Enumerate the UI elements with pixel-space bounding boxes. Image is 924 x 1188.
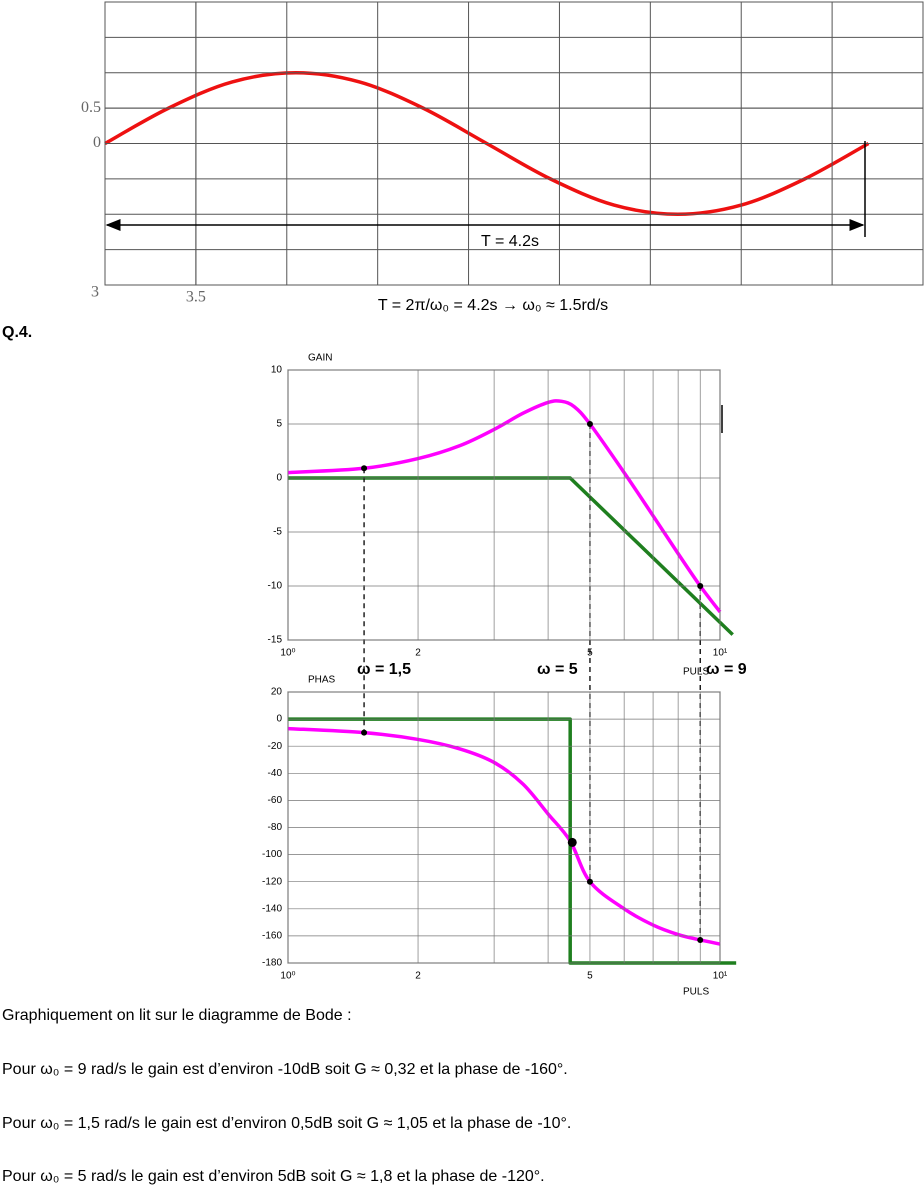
marker (697, 936, 704, 943)
y-tick-label: -10 (268, 581, 283, 592)
x-tick-label: 5 (587, 971, 593, 982)
marker (586, 878, 593, 885)
y-axis-title: PHAS (308, 675, 336, 686)
x-tick-label: 10⁰ (280, 648, 295, 659)
y-tick-label: -20 (268, 741, 283, 752)
y-tick-label: -100 (262, 849, 282, 860)
omega-label: ω = 5 (537, 661, 578, 678)
marker (697, 583, 704, 589)
reading-line: Pour ω₀ = 5 rad/s le gain est d’environ … (2, 1168, 545, 1185)
y-tick-label: 10 (271, 365, 283, 376)
y-tick-label: -180 (262, 958, 282, 969)
y-tick-label: -40 (268, 768, 283, 779)
x-tick-label: 2 (415, 648, 421, 659)
reading-line: Pour ω₀ = 9 rad/s le gain est d’environ … (2, 1061, 568, 1078)
omega-label: ω = 9 (706, 661, 747, 678)
x-tick-label: 10⁰ (280, 971, 295, 982)
plot-frame (287, 369, 721, 641)
period-label: T = 4.2s (481, 233, 539, 250)
y-tick-label: -120 (262, 876, 282, 887)
y-tick-label: 0 (276, 473, 282, 484)
x-tick-label: 3.5 (186, 289, 206, 306)
y-tick-label: -140 (262, 903, 282, 914)
y-tick-label: 0 (276, 714, 282, 725)
y-tick-label: 20 (271, 687, 283, 698)
series-line (287, 726, 721, 946)
x-tick-label: 10¹ (713, 971, 728, 982)
y-tick-label: 0.5 (81, 99, 101, 116)
marker (567, 837, 577, 847)
x-tick-label: 2 (415, 971, 421, 982)
y-tick-label: 5 (276, 419, 282, 430)
x-tick-label: 10¹ (713, 648, 728, 659)
question: Q.4. (2, 324, 32, 341)
marker (361, 465, 368, 472)
marker (361, 729, 368, 736)
y-tick-label: 0 (93, 134, 101, 151)
x-tick-label: 3 (91, 284, 99, 301)
series-line (288, 717, 737, 965)
omega-label: ω = 1,5 (357, 661, 411, 678)
y-tick-label: -160 (262, 931, 282, 942)
intro: Graphiquement on lit sur le diagramme de… (2, 1007, 352, 1024)
y-tick-label: -60 (268, 795, 283, 806)
series-line (288, 476, 734, 636)
x-axis-title: PULS (683, 667, 709, 678)
series-line (287, 399, 722, 613)
marker (586, 421, 593, 427)
reading-line: Pour ω₀ = 1,5 rad/s le gain est d’enviro… (2, 1115, 571, 1132)
y-axis-title: GAIN (308, 353, 332, 364)
caption: T = 2π/ω₀ = 4.2s → ω₀ ≈ 1.5rd/s (378, 297, 608, 314)
y-tick-label: -15 (268, 635, 283, 646)
y-tick-label: -5 (273, 527, 282, 538)
y-tick-label: -80 (268, 822, 283, 833)
x-axis-title: PULS (683, 987, 709, 998)
